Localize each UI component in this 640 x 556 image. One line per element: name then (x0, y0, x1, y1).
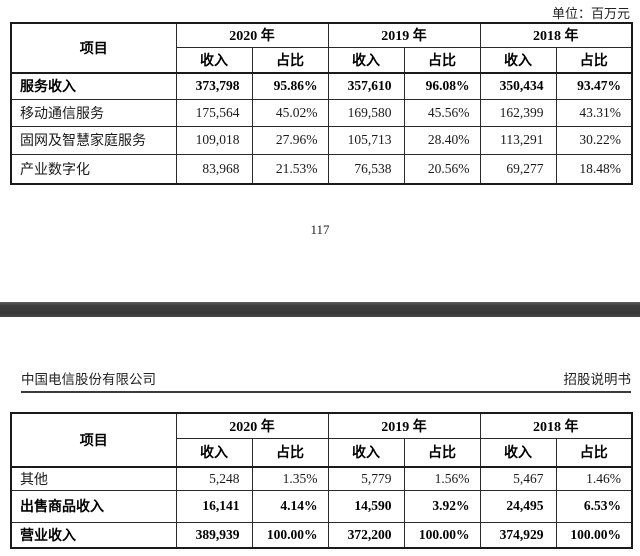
cell-value: 28.40% (403, 125, 481, 155)
cell-value: 100.00% (403, 521, 481, 549)
cell-value: 105,713 (327, 125, 405, 155)
cell-value: 1.56% (403, 466, 481, 491)
cell-value: 1.46% (555, 466, 633, 491)
table-header: 项目 2020 年 2019 年 2018 年 收入 占比 收入 占比 收入 占… (10, 22, 633, 74)
cell-value: 76,538 (327, 153, 405, 185)
col-header-share: 占比 (251, 437, 329, 468)
cell-value: 389,939 (175, 521, 253, 549)
row-label: 移动通信服务 (10, 98, 177, 127)
document-type-label: 招股说明书 (563, 372, 632, 387)
col-header-revenue: 收入 (175, 437, 253, 468)
table-row: 服务收入 373,798 95.86% 357,610 96.08% 350,4… (10, 72, 633, 100)
cell-value: 5,248 (175, 466, 253, 491)
col-header-share: 占比 (555, 46, 633, 74)
cell-value: 96.08% (403, 72, 481, 100)
cell-value: 93.47% (555, 72, 633, 100)
col-header-revenue: 收入 (327, 437, 405, 468)
cell-value: 169,580 (327, 98, 405, 127)
cell-value: 30.22% (555, 125, 633, 155)
cell-value: 4.14% (251, 489, 329, 523)
cell-value: 20.56% (403, 153, 481, 185)
page-header: 中国电信股份有限公司 招股说明书 (21, 368, 631, 393)
col-header-2018: 2018 年 (479, 412, 633, 439)
cell-value: 83,968 (175, 153, 253, 185)
cell-value: 16,141 (175, 489, 253, 523)
col-header-item: 项目 (10, 22, 177, 74)
cell-value: 18.48% (555, 153, 633, 185)
cell-value: 24,495 (479, 489, 557, 523)
col-header-2020: 2020 年 (175, 22, 329, 48)
cell-value: 5,779 (327, 466, 405, 491)
row-label: 产业数字化 (10, 153, 177, 185)
table-header: 项目 2020 年 2019 年 2018 年 收入 占比 收入 占比 收入 占… (10, 412, 633, 468)
col-header-2019: 2019 年 (327, 412, 481, 439)
table-row: 移动通信服务 175,564 45.02% 169,580 45.56% 162… (10, 98, 633, 127)
cell-value: 1.35% (251, 466, 329, 491)
table-row: 其他 5,248 1.35% 5,779 1.56% 5,467 1.46% (10, 466, 633, 491)
col-header-share: 占比 (403, 437, 481, 468)
cell-value: 350,434 (479, 72, 557, 100)
page-separator-bar (0, 302, 640, 317)
table-row: 产业数字化 83,968 21.53% 76,538 20.56% 69,277… (10, 153, 633, 185)
col-header-2020: 2020 年 (175, 412, 329, 439)
col-header-2019: 2019 年 (327, 22, 481, 48)
row-label: 固网及智慧家庭服务 (10, 125, 177, 155)
cell-value: 100.00% (555, 521, 633, 549)
cell-value: 69,277 (479, 153, 557, 185)
cell-value: 5,467 (479, 466, 557, 491)
cell-value: 3.92% (403, 489, 481, 523)
row-label: 营业收入 (10, 521, 177, 549)
cell-value: 175,564 (175, 98, 253, 127)
cell-value: 109,018 (175, 125, 253, 155)
cell-value: 6.53% (555, 489, 633, 523)
table-row: 营业收入 389,939 100.00% 372,200 100.00% 374… (10, 521, 633, 549)
col-header-revenue: 收入 (479, 437, 557, 468)
col-header-revenue: 收入 (479, 46, 557, 74)
cell-value: 373,798 (175, 72, 253, 100)
col-header-revenue: 收入 (175, 46, 253, 74)
col-header-2018: 2018 年 (479, 22, 633, 48)
cell-value: 162,399 (479, 98, 557, 127)
cell-value: 95.86% (251, 72, 329, 100)
page-number: 117 (310, 222, 330, 237)
cell-value: 374,929 (479, 521, 557, 549)
revenue-breakdown-table-bottom: 项目 2020 年 2019 年 2018 年 收入 占比 收入 占比 收入 占… (10, 412, 633, 549)
unit-label: 单位：百万元 (551, 6, 630, 21)
table-row: 固网及智慧家庭服务 109,018 27.96% 105,713 28.40% … (10, 125, 633, 155)
col-header-share: 占比 (555, 437, 633, 468)
table-row: 出售商品收入 16,141 4.14% 14,590 3.92% 24,495 … (10, 489, 633, 523)
row-label: 出售商品收入 (10, 489, 177, 523)
cell-value: 21.53% (251, 153, 329, 185)
cell-value: 357,610 (327, 72, 405, 100)
cell-value: 372,200 (327, 521, 405, 549)
col-header-revenue: 收入 (327, 46, 405, 74)
col-header-item: 项目 (10, 412, 177, 468)
col-header-share: 占比 (251, 46, 329, 74)
col-header-share: 占比 (403, 46, 481, 74)
cell-value: 43.31% (555, 98, 633, 127)
cell-value: 113,291 (479, 125, 557, 155)
cell-value: 100.00% (251, 521, 329, 549)
cell-value: 14,590 (327, 489, 405, 523)
company-name: 中国电信股份有限公司 (21, 372, 156, 387)
row-label: 其他 (10, 466, 177, 491)
revenue-breakdown-table-top: 项目 2020 年 2019 年 2018 年 收入 占比 收入 占比 收入 占… (10, 22, 633, 185)
cell-value: 45.56% (403, 98, 481, 127)
cell-value: 27.96% (251, 125, 329, 155)
cell-value: 45.02% (251, 98, 329, 127)
row-label: 服务收入 (10, 72, 177, 100)
